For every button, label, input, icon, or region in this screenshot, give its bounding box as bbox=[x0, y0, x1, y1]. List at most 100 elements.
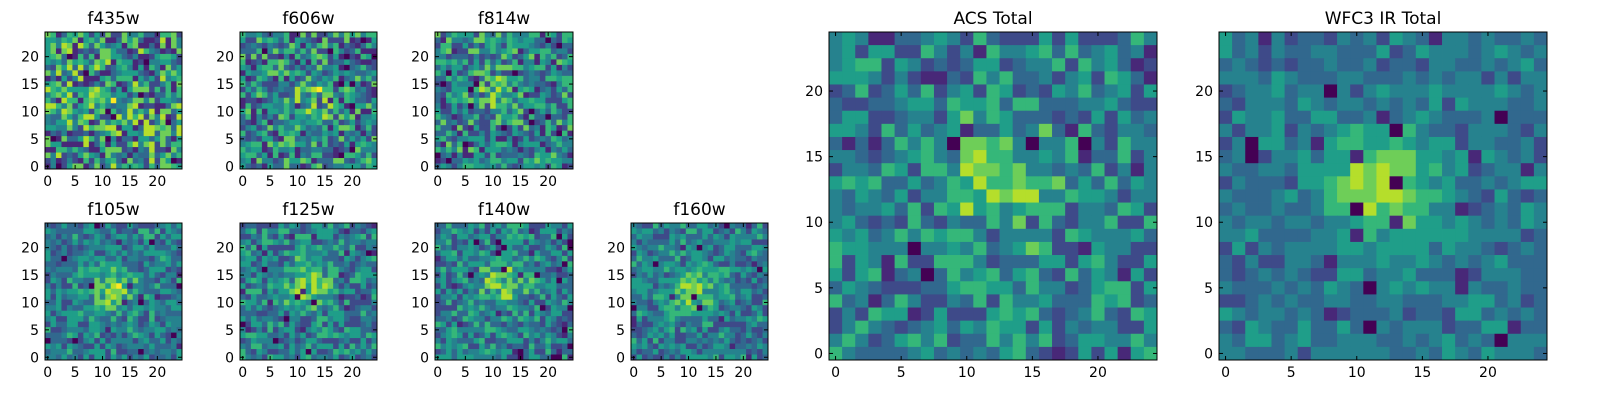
heatmap-cell bbox=[294, 70, 301, 77]
heatmap-cell bbox=[680, 266, 687, 273]
heatmap-cell bbox=[762, 277, 769, 284]
heatmap-cell bbox=[66, 158, 73, 164]
heatmap-cell bbox=[523, 266, 530, 273]
heatmap-cell bbox=[674, 343, 681, 350]
x-tick-label: 5 bbox=[71, 365, 80, 381]
heatmap-cell bbox=[506, 97, 513, 104]
heatmap-cell bbox=[545, 299, 552, 306]
heatmap-cell bbox=[484, 349, 491, 355]
heatmap-cell bbox=[294, 141, 301, 148]
heatmap-cell bbox=[61, 316, 68, 323]
heatmap-cell bbox=[272, 283, 279, 290]
heatmap-cell bbox=[138, 349, 145, 355]
heatmap-cell bbox=[333, 37, 340, 44]
heatmap-cell bbox=[94, 272, 101, 279]
heatmap-cell bbox=[94, 316, 101, 323]
heatmap-cell bbox=[366, 332, 372, 339]
heatmap-cell bbox=[66, 338, 73, 344]
heatmap-cell bbox=[718, 223, 725, 229]
heatmap-cell bbox=[567, 114, 574, 121]
heatmap-cell bbox=[305, 272, 312, 279]
heatmap-cell bbox=[973, 202, 987, 217]
heatmap-cell bbox=[311, 108, 318, 115]
heatmap-cell bbox=[468, 125, 475, 132]
heatmap-cell bbox=[245, 299, 252, 306]
heatmap-cell bbox=[77, 255, 84, 262]
heatmap-cell bbox=[550, 233, 557, 240]
heatmap-cell bbox=[462, 349, 469, 355]
heatmap-cell bbox=[50, 81, 57, 88]
heatmap-cell bbox=[473, 163, 480, 170]
heatmap-cell bbox=[300, 283, 307, 290]
heatmap-cell bbox=[561, 147, 568, 153]
heatmap-cell bbox=[1078, 176, 1092, 190]
heatmap-cell bbox=[261, 310, 268, 317]
heatmap-cell bbox=[440, 294, 447, 301]
heatmap-cell bbox=[545, 75, 552, 82]
heatmap-cell bbox=[501, 114, 508, 121]
heatmap-cell bbox=[143, 125, 150, 132]
heatmap-cell bbox=[735, 327, 741, 333]
heatmap-cell bbox=[344, 103, 350, 110]
heatmap-cell bbox=[1025, 45, 1040, 59]
heatmap-cell bbox=[267, 92, 274, 99]
heatmap-cell bbox=[94, 114, 101, 121]
heatmap-cell bbox=[300, 266, 307, 273]
heatmap-cell bbox=[1025, 136, 1040, 151]
heatmap-cell bbox=[724, 266, 731, 273]
heatmap-cell bbox=[842, 189, 856, 203]
heatmap-cell bbox=[327, 283, 334, 290]
heatmap-cell bbox=[338, 32, 345, 38]
heatmap-cell bbox=[523, 64, 530, 71]
heatmap-cell bbox=[305, 70, 312, 77]
heatmap-cell bbox=[50, 42, 57, 49]
heatmap-cell bbox=[165, 255, 172, 262]
heatmap-cell bbox=[116, 343, 123, 350]
heatmap-cell bbox=[132, 255, 139, 262]
heatmap-cell bbox=[457, 316, 463, 323]
heatmap-cell bbox=[349, 75, 356, 82]
heatmap-cell bbox=[663, 305, 670, 312]
heatmap-cell bbox=[300, 86, 307, 93]
heatmap-cell bbox=[561, 239, 568, 246]
heatmap-cell bbox=[440, 119, 447, 126]
heatmap-cell bbox=[333, 294, 340, 301]
heatmap-cell bbox=[685, 261, 692, 268]
heatmap-cell bbox=[72, 239, 79, 246]
heatmap-cell bbox=[523, 338, 530, 344]
heatmap-cell bbox=[338, 37, 345, 44]
heatmap-cell bbox=[55, 125, 62, 132]
heatmap-cell bbox=[94, 288, 101, 295]
heatmap-cell bbox=[116, 114, 123, 121]
heatmap-cell bbox=[149, 152, 155, 159]
heatmap-cell bbox=[446, 75, 452, 82]
heatmap-cell bbox=[327, 147, 334, 153]
y-tick-label: 15 bbox=[216, 268, 234, 284]
heatmap-cell bbox=[116, 228, 123, 235]
heatmap-cell bbox=[484, 108, 491, 115]
heatmap-cell bbox=[77, 147, 84, 153]
heatmap-cell bbox=[149, 81, 155, 88]
heatmap-cell bbox=[176, 228, 183, 235]
heatmap-cell bbox=[534, 32, 541, 38]
heatmap-cell bbox=[154, 92, 161, 99]
heatmap-cell bbox=[338, 75, 345, 82]
heatmap-cell bbox=[652, 349, 659, 355]
heatmap-cell bbox=[294, 119, 301, 126]
heatmap-cell bbox=[658, 288, 665, 295]
heatmap-cell bbox=[842, 84, 856, 98]
heatmap-cell bbox=[66, 147, 73, 153]
heatmap-cell bbox=[631, 316, 637, 323]
heatmap-cell bbox=[160, 136, 166, 142]
heatmap-cell bbox=[691, 244, 698, 251]
heatmap-cell bbox=[283, 354, 290, 361]
heatmap-cell bbox=[894, 58, 909, 72]
heatmap-cell bbox=[66, 81, 73, 88]
heatmap-cell bbox=[691, 266, 698, 273]
heatmap-cell bbox=[545, 283, 552, 290]
axes-frame bbox=[44, 222, 183, 361]
heatmap-cell bbox=[561, 119, 568, 126]
heatmap-cell bbox=[735, 310, 741, 317]
heatmap-cell bbox=[360, 261, 367, 268]
heatmap-cell bbox=[746, 299, 752, 306]
